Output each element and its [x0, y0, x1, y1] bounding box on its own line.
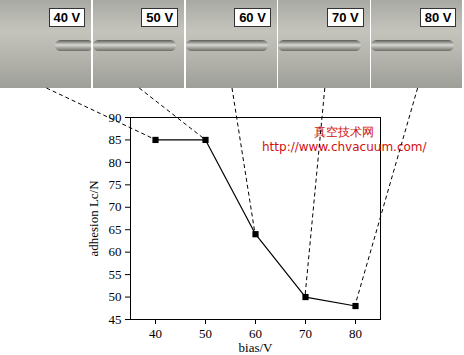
svg-text:40: 40 — [149, 326, 162, 341]
svg-text:70: 70 — [299, 326, 312, 341]
html-text:50 V: 50 V — [146, 10, 174, 25]
svg-text:90: 90 — [109, 110, 122, 125]
html-text:70 V: 70 V — [331, 10, 359, 25]
svg-text:65: 65 — [109, 222, 122, 237]
svg-text:70: 70 — [109, 199, 122, 214]
svg-text:75: 75 — [109, 177, 122, 192]
svg-text:45: 45 — [109, 312, 122, 327]
svg-text:80: 80 — [109, 155, 122, 170]
html-text:40 V: 40 V — [53, 10, 81, 25]
svg-text:60: 60 — [249, 326, 262, 341]
svg-text:85: 85 — [109, 132, 122, 147]
html-text:60 V: 60 V — [239, 10, 266, 25]
html-text:http://www.chvacuum.com/: http://www.chvacuum.com/ — [262, 140, 427, 154]
svg-text:50: 50 — [199, 326, 212, 341]
svg-text:80: 80 — [349, 326, 362, 341]
html-text:真空技术网: 真空技术网 — [314, 125, 375, 139]
svg-text:55: 55 — [109, 267, 122, 282]
svg-text:adhesion Lc/N: adhesion Lc/N — [86, 180, 101, 257]
svg-text:bias/V: bias/V — [239, 340, 274, 355]
svg-text:50: 50 — [109, 289, 122, 304]
svg-text:60: 60 — [109, 244, 122, 259]
html-text:80 V: 80 V — [424, 10, 452, 25]
